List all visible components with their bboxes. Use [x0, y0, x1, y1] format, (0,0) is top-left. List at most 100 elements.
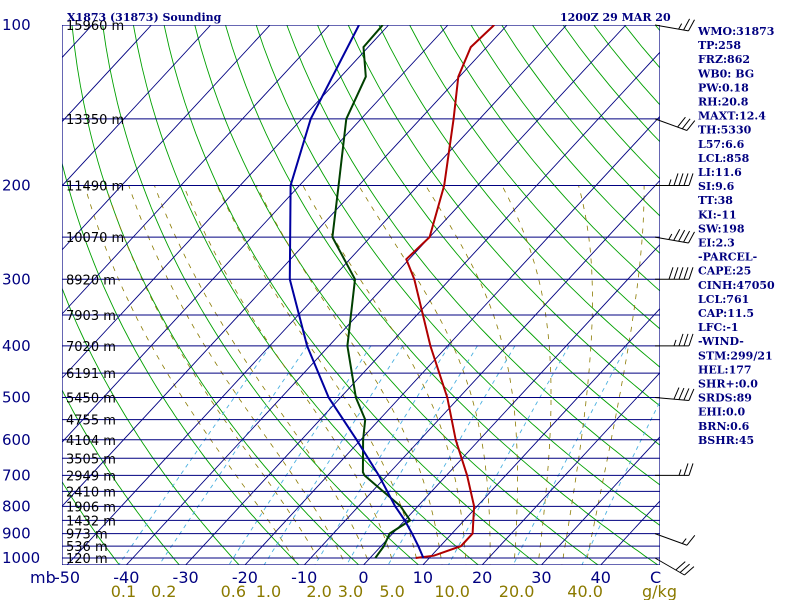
moist-adiabat	[585, 185, 645, 565]
dry-adiabat	[562, 25, 660, 143]
grid	[0, 25, 660, 569]
dry-adiabat	[286, 25, 660, 486]
index-value: EI:2.3	[698, 237, 735, 250]
wind-barb-half	[668, 179, 672, 186]
height-label: 4755 m	[66, 414, 116, 429]
dry-adiabat	[62, 161, 300, 565]
dry-adiabat	[532, 25, 660, 180]
height-label: 6191 m	[66, 367, 116, 382]
temperature-tick-label: -20	[232, 568, 258, 587]
height-label: 11490 m	[66, 179, 124, 194]
height-label: 2410 m	[66, 485, 116, 500]
wind-barb	[655, 173, 694, 186]
pressure-tick-label: 600	[2, 431, 31, 449]
index-value: CINH:47050	[698, 279, 775, 292]
dry-adiabat	[62, 388, 180, 565]
height-label-top: 15960 m	[66, 19, 124, 34]
mixing-ratio-label: 10.0	[434, 582, 470, 600]
temperature-line	[405, 25, 495, 559]
dry-adiabat	[378, 25, 660, 368]
index-value: BRN:0.6	[698, 420, 750, 433]
dry-adiabat	[255, 25, 660, 526]
isotherm	[244, 115, 660, 565]
moist-adiabat	[255, 185, 443, 565]
pressure-tick-label: 200	[2, 176, 31, 194]
wind-barb-flag	[688, 19, 695, 32]
index-value: KI:-11	[698, 208, 737, 221]
temperature-tick-label: 30	[531, 568, 551, 587]
wind-barb-half	[673, 339, 677, 347]
wind-barb-flag	[677, 116, 686, 128]
mixing-ratio-line	[447, 345, 570, 565]
index-value: RH:20.8	[698, 96, 749, 109]
mixing-ratio-line	[158, 345, 308, 565]
dry-adiabat	[163, 25, 539, 565]
pressure-tick-label: 500	[2, 389, 31, 407]
moist-adiabat	[358, 185, 491, 565]
wind-barb-half	[678, 23, 683, 30]
wind-barb-flag	[678, 173, 684, 186]
dry-adiabat	[317, 25, 660, 446]
wind-barb-staff	[654, 24, 689, 32]
index-value: HEL:177	[698, 363, 752, 376]
mixing-ratio-label: 2.0	[306, 582, 331, 600]
isotherm	[62, 25, 212, 187]
wind-barb-half	[681, 538, 687, 544]
moist-adiabat	[501, 185, 552, 565]
height-label: 973 m	[66, 528, 108, 543]
isotherm	[0, 25, 33, 569]
index-value: STM:299/21	[698, 349, 773, 362]
index-value: WMO:31873	[697, 25, 774, 38]
wind-barb	[655, 267, 694, 280]
index-value: FRZ:862	[698, 53, 750, 66]
height-label: 7903 m	[66, 309, 116, 324]
mixing-ratio-line	[345, 345, 478, 565]
mixing-ratio-label: 1.0	[256, 582, 281, 600]
dry-adiabat	[132, 25, 480, 565]
index-value: SI:9.6	[698, 180, 735, 193]
height-label: 8920 m	[66, 273, 116, 288]
wind-barb-flag	[683, 230, 691, 243]
wind-barb-flag	[668, 267, 674, 280]
isotherm	[303, 179, 660, 565]
height-label: 5450 m	[66, 392, 116, 407]
mixing-ratio-label: 20.0	[499, 582, 535, 600]
temperature-tick-label: 40	[591, 568, 611, 587]
height-label: 7020 m	[66, 340, 116, 355]
wind-unit-label: C	[650, 568, 661, 587]
pressure-tick-label: 1000	[2, 549, 40, 567]
wind-barb-flag	[688, 231, 695, 244]
parcel-line	[288, 25, 425, 559]
pressure-tick-label: 100	[2, 16, 31, 34]
wind-barb-staff	[654, 533, 688, 546]
wind-barb-flag	[688, 463, 694, 476]
wind-barb-flag	[683, 173, 689, 186]
height-label: 10070 m	[66, 231, 124, 246]
index-value: CAPE:25	[698, 265, 751, 278]
chart-title-time: 1200Z 29 MAR 20	[560, 11, 671, 24]
isotherm	[540, 436, 660, 565]
mixing-ratio-label: 5.0	[379, 582, 404, 600]
wind-barb-flag	[679, 563, 690, 573]
wind-barb-flag	[678, 387, 685, 400]
height-label: 3505 m	[66, 452, 116, 467]
isotherm	[62, 25, 271, 251]
dry-adiabat	[225, 25, 659, 565]
isotherm	[185, 51, 660, 565]
wind-barb-flag	[673, 387, 680, 400]
wind-barb-flag	[688, 267, 694, 280]
wind-barb-flag	[673, 229, 681, 241]
wind-barb-half	[668, 233, 673, 240]
wind-barb-flag	[688, 173, 694, 186]
mixing-ratio-label: 0.6	[221, 582, 246, 600]
wind-barb-flag	[684, 566, 695, 576]
wind-barb	[655, 333, 694, 347]
sounding-lines	[288, 25, 495, 559]
isotherm	[66, 25, 567, 565]
wind-barb-flag	[683, 333, 689, 347]
index-value: -WIND-	[698, 335, 744, 348]
index-value: LCL:761	[698, 293, 749, 306]
isotherm	[422, 307, 660, 565]
wind-barb	[654, 387, 695, 402]
